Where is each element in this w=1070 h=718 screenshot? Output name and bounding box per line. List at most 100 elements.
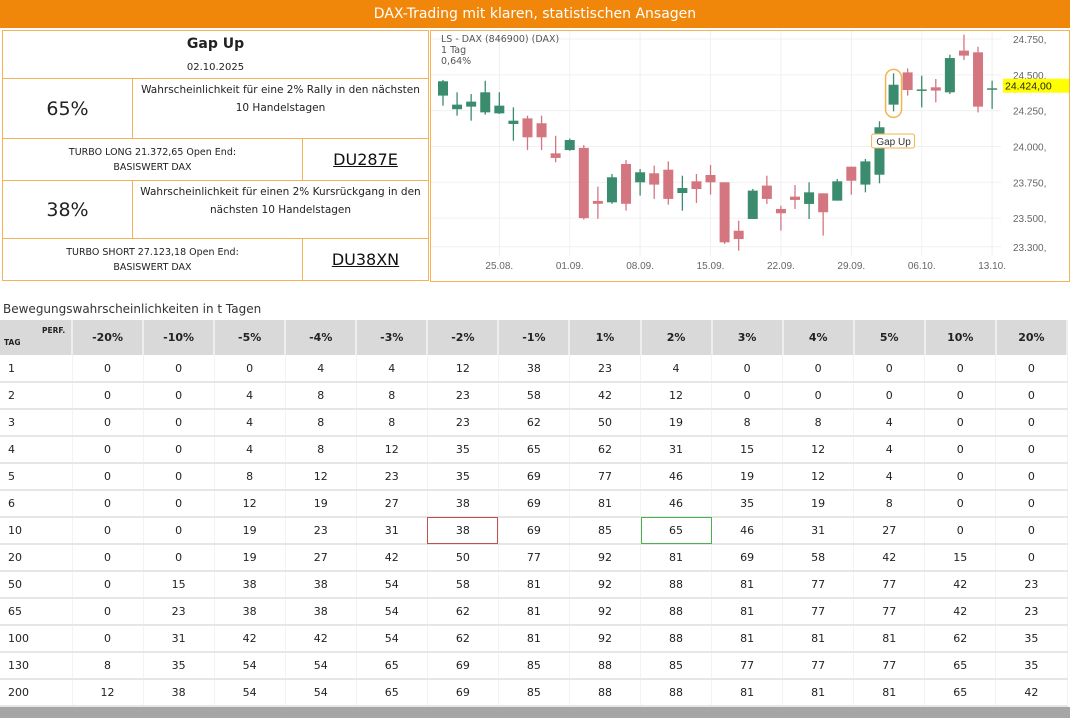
drop-description: Wahrscheinlichkeit für einen 2% Kursrück… [132, 180, 429, 239]
table-row: 130 8 35 54 54 65 69 85 88 85 77 77 77 65 35 [0, 652, 1068, 680]
dax-candlestick-chart: 24.750, 24.500, 24.250, 24.000, 23.750, 23.50… [430, 30, 1070, 282]
table-cell: 23 [427, 382, 499, 410]
candle-up [564, 140, 575, 151]
table-cell: 35 [427, 436, 499, 464]
chart-legend: LS - DAX (846900) (DAX) 1 Tag 0,64% [441, 34, 559, 67]
column-header: 5% [853, 320, 926, 355]
table-cell: 0 [143, 382, 215, 410]
gap-up-highlight [884, 68, 903, 119]
candle-down [775, 208, 786, 214]
y-tick-label: 24.250, [1013, 107, 1046, 118]
table-cell: 35 [711, 490, 784, 518]
table-cell: 4 [640, 355, 713, 383]
table-cell: 0 [924, 355, 997, 383]
table-cell: 0 [72, 409, 144, 437]
table-row: 4 0 0 4 8 12 35 65 62 31 15 12 4 0 0 [0, 436, 1068, 464]
table-cell: 4 [214, 436, 286, 464]
candle-down [733, 230, 744, 240]
column-header: 10% [924, 320, 997, 355]
chart-title: LS - DAX (846900) (DAX) [441, 34, 560, 45]
x-tick-label: 29.09. [837, 261, 865, 272]
row-tag: 3 [0, 409, 73, 437]
tag-label: TAG [4, 338, 21, 347]
y-tick-label: 24.500, [1013, 71, 1046, 82]
candle-down [522, 118, 533, 138]
table-cell: 23 [285, 517, 357, 545]
table-row: 5 0 0 8 12 23 35 69 77 46 19 12 4 0 0 [0, 463, 1068, 491]
table-cell: 23 [569, 355, 642, 383]
x-tick-label: 13.10. [978, 261, 1006, 272]
table-cell: 69 [427, 679, 499, 707]
table-row: 10 0 0 19 23 31 38 69 85 65 46 31 27 0 0 [0, 517, 1068, 545]
table-cell: 77 [782, 598, 855, 626]
table-cell: 0 [782, 355, 855, 383]
table-cell: 85 [569, 517, 642, 545]
table-cell: 23 [995, 571, 1068, 599]
candle-down [973, 52, 984, 107]
candle-down [958, 50, 969, 56]
table-cell: 46 [640, 490, 713, 518]
table-cell: 4 [853, 463, 926, 491]
table-cell: 0 [72, 517, 144, 545]
gap-up-label: Gap Up [876, 137, 911, 148]
table-cell: 8 [356, 409, 428, 437]
last-price-badge [1003, 78, 1069, 93]
row-tag: 50 [0, 571, 73, 599]
table-cell: 81 [711, 571, 784, 599]
table-cell: 62 [569, 436, 642, 464]
table-cell: 65 [356, 652, 428, 680]
table-cell: 42 [285, 625, 357, 653]
table-cell: 88 [640, 625, 713, 653]
table-cell: 12 [214, 490, 286, 518]
table-row: 20 0 0 19 27 42 50 77 92 81 69 58 42 15 0 [0, 544, 1068, 572]
y-tick-label: 24.750, [1013, 35, 1046, 46]
candle-down [719, 182, 730, 243]
table-cell: 81 [498, 598, 570, 626]
table-cell: 8 [72, 652, 144, 680]
turbo-short-text: TURBO SHORT 27.123,18 Open End: [66, 246, 239, 258]
table-cell: 31 [640, 436, 713, 464]
candle-up [635, 172, 646, 183]
signal-panel: Gap Up 02.10.2025 65% Wahrscheinlichkeit… [2, 30, 429, 281]
table-cell: 92 [569, 598, 642, 626]
row-tag: 20 [0, 544, 73, 572]
turbo-short-link[interactable]: DU38XN [302, 238, 429, 281]
table-cell: 81 [711, 679, 784, 707]
table-cell: 65 [924, 679, 997, 707]
table-cell: 4 [853, 409, 926, 437]
table-cell: 0 [924, 490, 997, 518]
drop-percent: 38% [2, 180, 133, 239]
table-cell: 42 [356, 544, 428, 572]
table-cell: 12 [782, 463, 855, 491]
chart-change: 0,64% [441, 56, 472, 67]
chart-interval: 1 Tag [441, 45, 467, 56]
table-row: 200 12 38 54 54 65 69 85 88 88 81 81 81 65 42 [0, 679, 1068, 707]
x-tick-label: 25.08. [485, 261, 513, 272]
table-cell: 8 [214, 463, 286, 491]
table-cell: 35 [427, 463, 499, 491]
table-cell: 81 [498, 571, 570, 599]
table-cell: 31 [143, 625, 215, 653]
table-cell: 23 [143, 598, 215, 626]
table-cell: 0 [143, 490, 215, 518]
table-cell: 42 [924, 598, 997, 626]
table-cell: 19 [782, 490, 855, 518]
candle-down [846, 166, 857, 181]
drop-text: Wahrscheinlichkeit für einen 2% Kursrück… [140, 186, 421, 216]
candle-up [508, 120, 519, 124]
table-cell: 81 [640, 544, 713, 572]
table-cell: 77 [782, 571, 855, 599]
perf-label: PERF. [42, 326, 66, 335]
table-cell: 0 [995, 436, 1068, 464]
table-cell: 54 [214, 652, 286, 680]
table-cell: 88 [640, 571, 713, 599]
turbo-long-link[interactable]: DU287E [302, 138, 429, 181]
table-cell: 38 [285, 598, 357, 626]
rally-text: Wahrscheinlichkeit für eine 2% Rally in … [141, 84, 420, 114]
table-cell: 92 [569, 625, 642, 653]
y-tick-label: 23.750, [1013, 178, 1046, 189]
table-cell: 42 [924, 571, 997, 599]
table-cell: 15 [711, 436, 784, 464]
candle-up [987, 88, 998, 90]
turbo-long-underlying: BASISWERT DAX [113, 161, 192, 173]
